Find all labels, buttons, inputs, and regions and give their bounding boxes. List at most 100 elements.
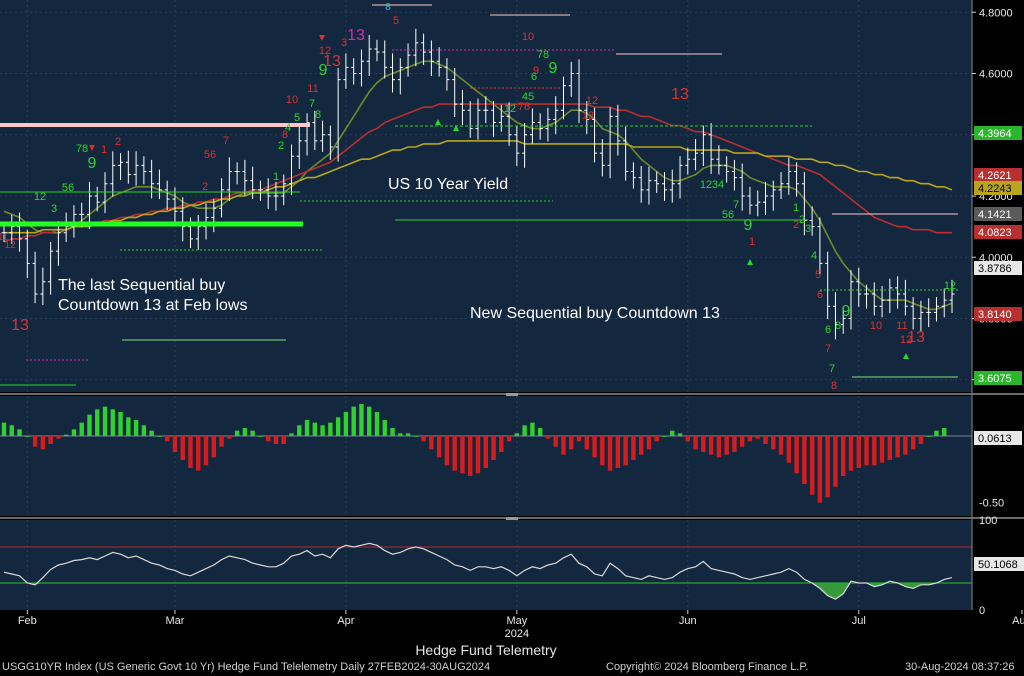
sequential-count-label: 9 [88, 155, 97, 172]
oscillator-bar [771, 436, 776, 450]
oscillator-bar [942, 428, 947, 436]
sequential-count-label: 13 [907, 329, 925, 346]
oscillator-bar [40, 436, 46, 450]
oscillator-bar [48, 436, 53, 444]
rsi-tick-label: 0 [979, 605, 985, 617]
oscillator-bar [895, 436, 900, 458]
chart-annotation: New Sequential buy Countdown 13 [470, 305, 720, 322]
sequential-count-label: 56 [62, 182, 74, 194]
sequential-count-label: 9 [744, 217, 753, 234]
oscillator-bar [615, 436, 621, 468]
oscillator-bar [281, 436, 286, 444]
x-tick-label: Apr [337, 615, 354, 627]
last-value-tag [974, 126, 1022, 140]
oscillator-bar [755, 436, 760, 439]
oscillator-bar [522, 425, 527, 436]
sequential-count-label: 3 [51, 203, 57, 215]
oscillator-value-tag [974, 431, 1022, 445]
footer-bar: USGG10YR Index (US Generic Govt 10 Yr) H… [0, 660, 1024, 676]
sequential-count-label: 2 [278, 140, 284, 152]
oscillator-bar [693, 436, 698, 450]
oscillator-bar [250, 430, 255, 436]
oscillator-bar [413, 436, 419, 437]
sequential-count-label: 7 [825, 343, 831, 355]
oscillator-bar [351, 406, 356, 436]
signal-arrow [435, 119, 441, 125]
signal-arrow [747, 259, 753, 265]
oscillator-bar [910, 436, 916, 450]
sequential-count-label: 13 [347, 27, 365, 44]
oscillator-bar [196, 436, 201, 471]
oscillator-bar [289, 433, 294, 436]
oscillator-bar [258, 436, 263, 437]
oscillator-bar [468, 436, 473, 476]
oscillator-bar [584, 436, 589, 450]
oscillator-bar [646, 436, 652, 450]
oscillator-bar [63, 434, 69, 436]
chart-annotation: The last Sequential buy [58, 277, 225, 294]
oscillator-bar [9, 425, 14, 436]
sequential-count-label: 5 [815, 269, 821, 281]
oscillator-bar [732, 436, 737, 452]
oscillator-bar [133, 420, 139, 436]
oscillator-bar [118, 412, 123, 436]
sequential-count-label: 2 [202, 181, 208, 193]
oscillator-bar [172, 436, 178, 452]
oscillator-bar [670, 430, 675, 436]
oscillator-bar [374, 412, 380, 436]
x-tick-label: Mar [165, 615, 184, 627]
rsi-oversold-fill [27, 583, 937, 600]
sequential-count-label: 11 [0, 232, 9, 243]
oscillator-bar [320, 425, 325, 436]
oscillator-bar [553, 436, 558, 447]
oscillator-bar [436, 436, 442, 458]
oscillator-bar [763, 436, 768, 444]
oscillator-bar [405, 433, 411, 436]
oscillator-bar [747, 436, 753, 442]
sequential-count-label: 8 [831, 380, 837, 392]
sequential-count-label: 8 [835, 320, 841, 332]
oscillator-tick-label: -0.50 [979, 498, 1004, 510]
x-tick-label: Aug [1012, 615, 1024, 627]
oscillator-bar [149, 430, 154, 436]
oscillator-bar [802, 436, 807, 484]
oscillator-bar [312, 422, 318, 436]
footer-index-label: USGG10YR Index (US Generic Govt 10 Yr) H… [2, 661, 491, 673]
last-value-tag [974, 207, 1022, 221]
oscillator-bar [537, 428, 543, 436]
last-value-tag-label: 4.2243 [978, 183, 1012, 195]
sequential-count-label: 6 [531, 71, 537, 83]
oscillator-bar [265, 436, 271, 442]
sequential-count-label: 12 [900, 334, 912, 346]
last-value-tag-label: 4.0823 [978, 227, 1012, 239]
oscillator-bar [71, 429, 77, 436]
sequential-count-label: 7 [223, 135, 229, 147]
sequential-count-label: 2 [799, 214, 805, 226]
oscillator-bar [335, 417, 341, 436]
oscillator-bar [499, 436, 504, 452]
oscillator-bar [506, 436, 512, 442]
rsi-tick-label: 100 [979, 515, 997, 527]
rsi-panel [0, 520, 972, 610]
x-tick-label: May [506, 615, 527, 627]
sequential-count-label: 11 [896, 320, 907, 332]
signal-arrow [89, 145, 95, 151]
oscillator-bar [662, 436, 667, 437]
oscillator-bar [79, 422, 84, 436]
sequential-count-label: 78 [76, 143, 88, 155]
oscillator-bar [452, 436, 457, 471]
oscillator-bar [219, 436, 224, 447]
sequential-count-label: 45 [522, 91, 534, 103]
oscillator-bar [545, 436, 551, 439]
oscillator-bar [382, 420, 387, 436]
oscillator-value-tag-label: 0.0613 [978, 433, 1012, 445]
oscillator-bar [227, 436, 232, 439]
oscillator-bar [592, 436, 597, 458]
oscillator-bar [724, 436, 729, 455]
sequential-count-label: 7 [829, 363, 835, 375]
sequential-count-label: 1 [749, 236, 755, 248]
x-tick-label: Jun [679, 615, 697, 627]
sequential-count-label: 8 [315, 109, 321, 121]
oscillator-bar [460, 436, 465, 474]
last-value-tag [974, 307, 1022, 321]
